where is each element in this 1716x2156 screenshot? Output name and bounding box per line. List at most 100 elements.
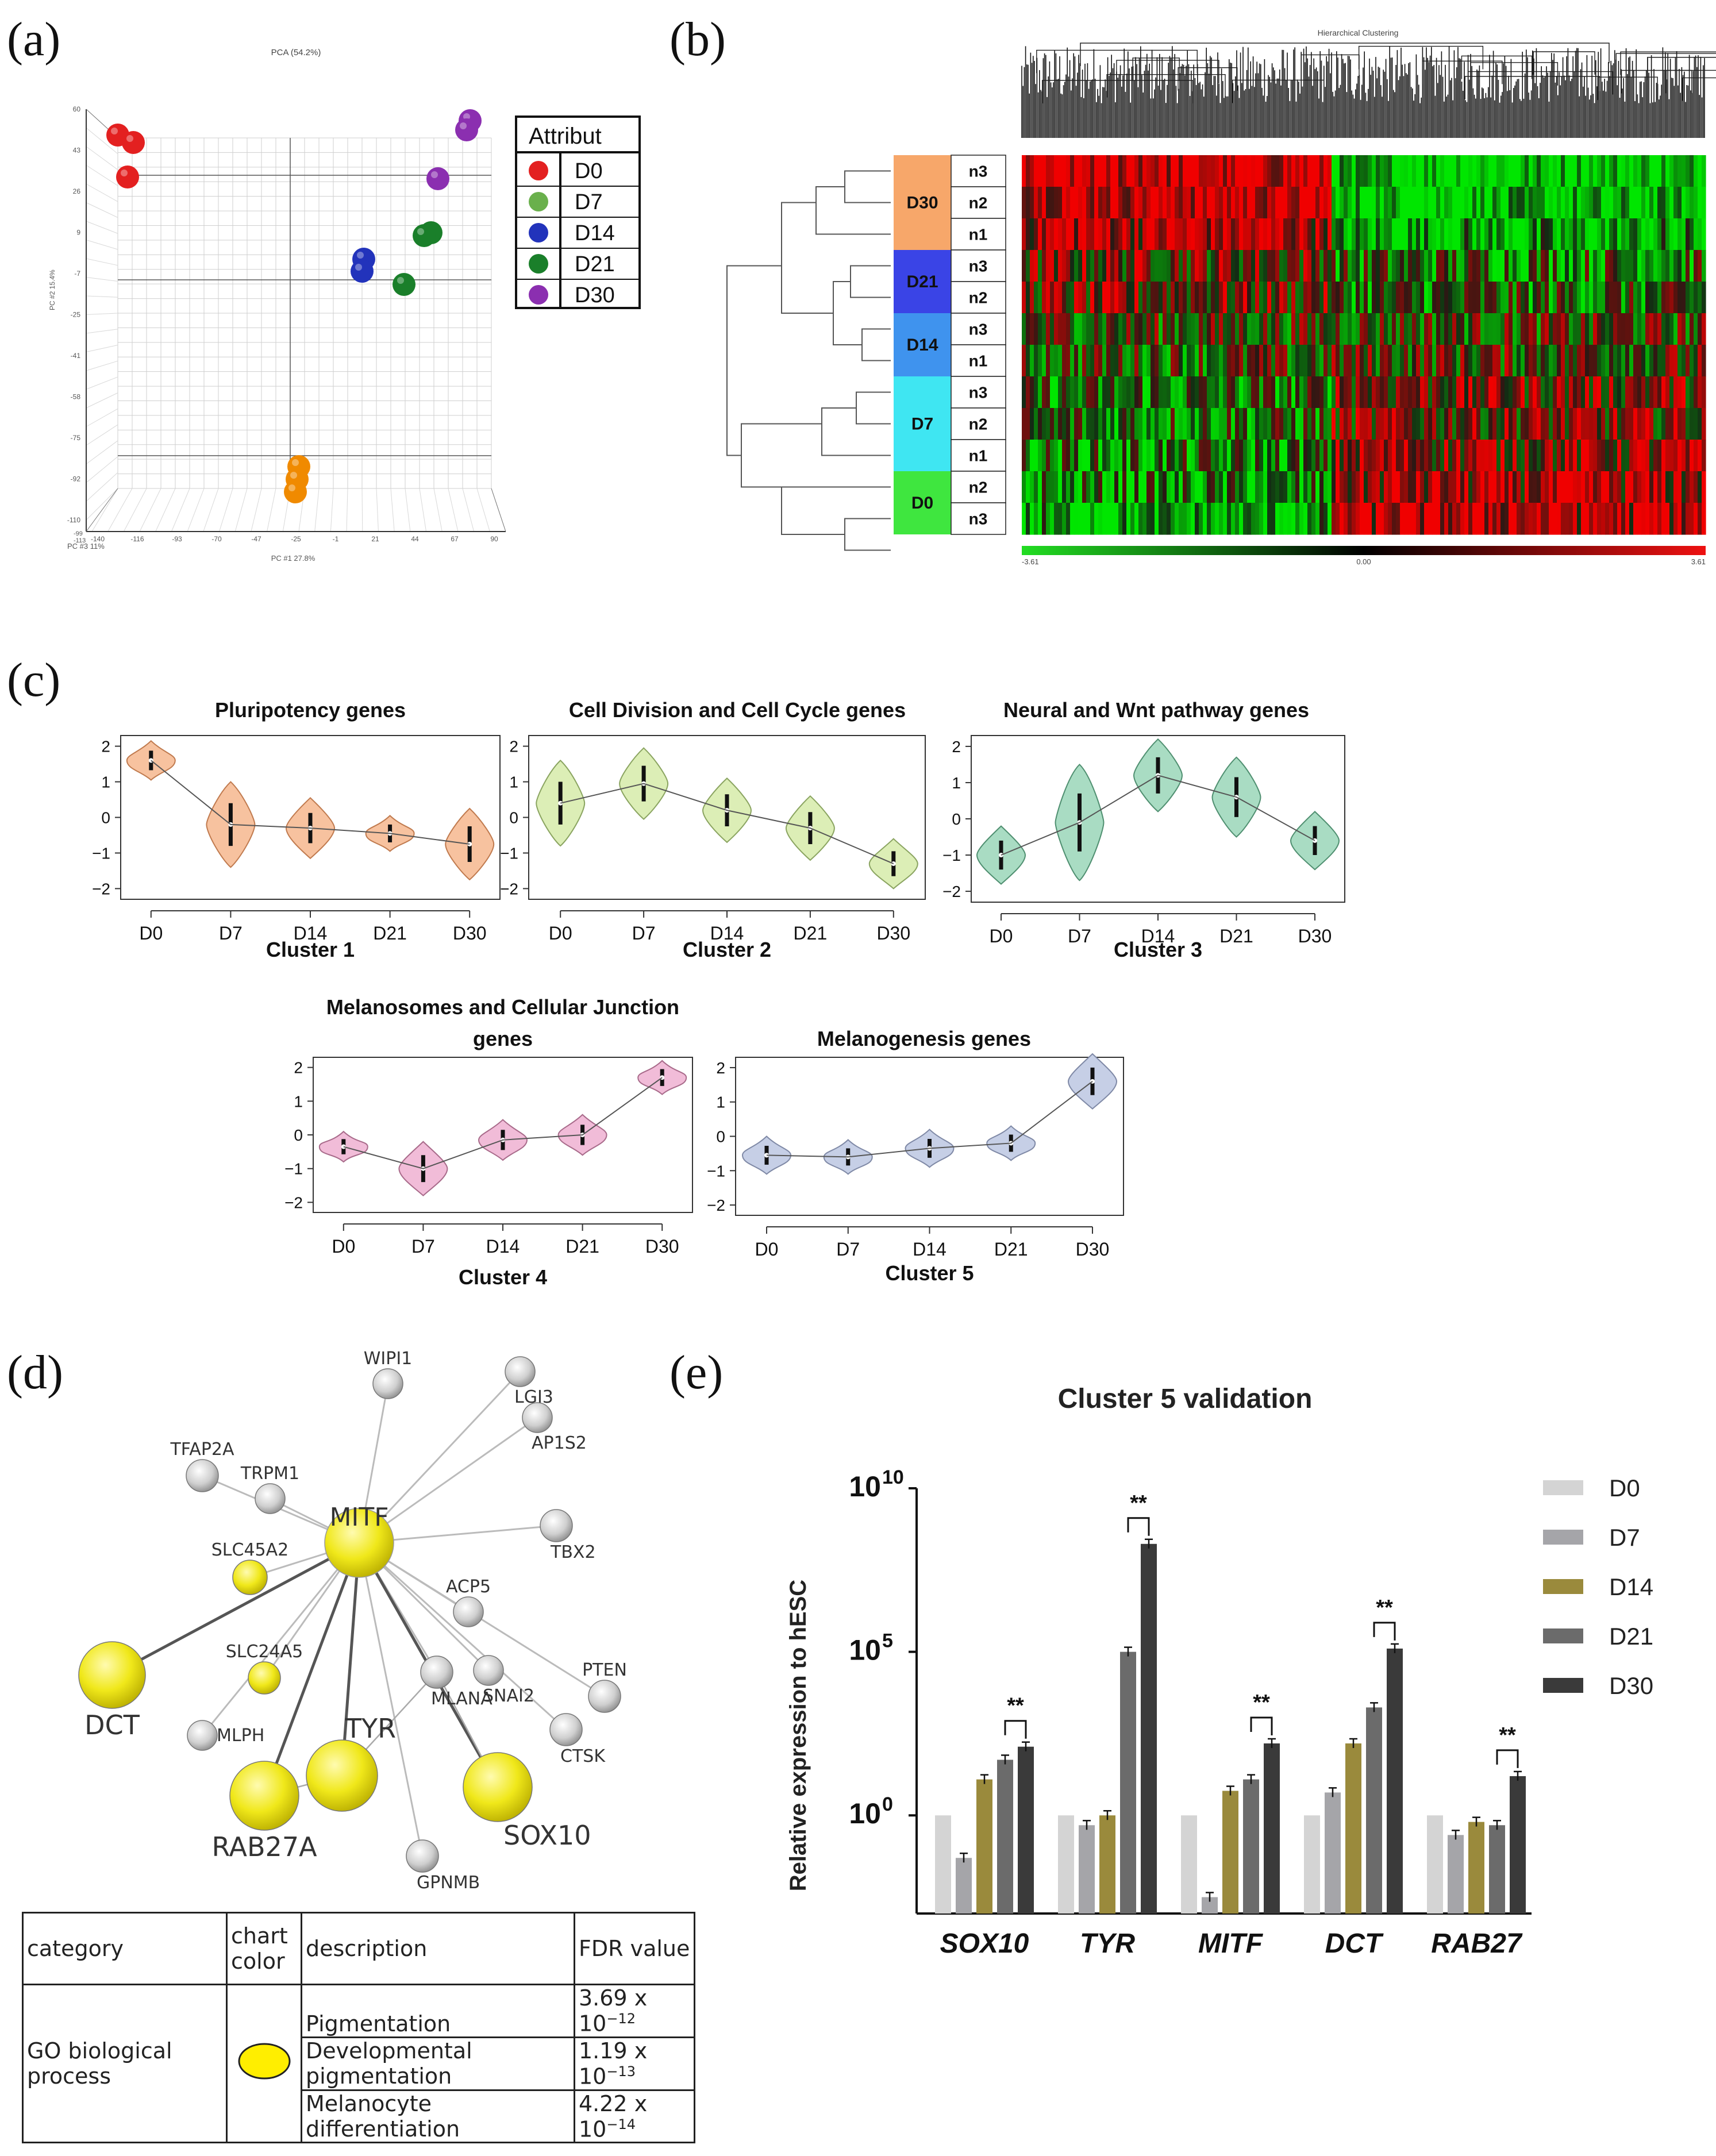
color-scale-bar (1022, 546, 1706, 555)
group-d0: D0 n2 n3 (894, 471, 1006, 535)
pca-z-label: PC #3 11% (67, 542, 105, 550)
node-gpnmb: GPNMB (406, 1839, 480, 1893)
node-acp5: ACP5 (446, 1577, 491, 1627)
y-tick-label: 10 (849, 1470, 881, 1503)
legend-dot-d0 (529, 161, 548, 180)
violin-y-tick: −2 (92, 880, 110, 898)
group-d21: D21 n3 n2 (894, 249, 1006, 314)
violin-y-tick: −1 (707, 1162, 725, 1180)
sample-label: n1 (969, 352, 988, 370)
pca-plot: PCA (54.2%) 60 43 26 9 -7 -25 -41 -58 -75 -92 -110… (48, 48, 641, 563)
legend-label-d0: D0 (1609, 1474, 1640, 1502)
violin-plot-1: Pluripotency genes 2 1 0 −1 −2 D0 D7 D14 D21 D30 Cl… (92, 698, 501, 961)
legend-dot-d7 (529, 192, 548, 211)
node-label: ACP5 (446, 1577, 491, 1597)
svg-text:D30: D30 (906, 194, 938, 213)
bar-dct-d14 (1345, 1743, 1361, 1914)
violin-plot-4: Melanosomes and Cellular Junction genes 2 1… (284, 995, 693, 1289)
top-dendrogram (1021, 40, 1716, 138)
violin-y-tick: 2 (509, 738, 518, 756)
go-enrichment-table: category chart color description FDR val… (22, 1912, 695, 2144)
violin-y-tick: −2 (942, 883, 961, 900)
sample-label: n3 (969, 257, 988, 275)
violin-plot-3: Neural and Wnt pathway genes 2 1 0 −1 −2 D0 D7 D… (942, 698, 1345, 961)
header-chart-color: chart color (226, 1912, 302, 1985)
panel-label-e: (e) (670, 1346, 724, 1399)
go-desc-1: Pigmentation (301, 1984, 575, 2038)
pca-x-tick: -93 (172, 535, 182, 543)
bar-tyr-d0 (1058, 1815, 1074, 1914)
svg-text:MITF: MITF (329, 1503, 388, 1532)
legend-label-d21: D21 (575, 252, 615, 276)
scale-max-label: 3.61 (1691, 557, 1706, 566)
sample-label: n3 (969, 510, 988, 528)
violin-x-tick: D21 (994, 1239, 1028, 1260)
pca-x-tick: 21 (371, 535, 379, 543)
violin-x-tick: D7 (411, 1236, 435, 1257)
x-tick-label: DCT (1325, 1928, 1384, 1959)
node-snai2: SNAI2 (473, 1655, 534, 1706)
violin-x-tick: D0 (755, 1239, 779, 1260)
panel-label-a: (a) (7, 13, 61, 66)
node-label: MLPH (217, 1726, 264, 1746)
violin-title-2: genes (473, 1027, 533, 1050)
pca-x-tick: -116 (130, 535, 144, 543)
pca-point-d0 (116, 165, 139, 188)
x-tick-label: MITF (1198, 1928, 1264, 1959)
pca-point-d30 (455, 118, 478, 141)
violin-y-tick: 1 (952, 774, 961, 792)
violin-x-tick: D7 (1068, 926, 1091, 946)
pca-point-d30 (426, 167, 449, 190)
bar-tyr-d7 (1079, 1825, 1095, 1914)
violin-y-tick: 0 (716, 1128, 725, 1146)
node-hub-mitf: MITF (324, 1503, 394, 1578)
scale-mid-label: 0.00 (1356, 557, 1371, 566)
bar-dct-d21 (1366, 1707, 1382, 1914)
node-mlana: MLANA (420, 1656, 493, 1709)
node-dct: DCT (78, 1641, 146, 1741)
legend-swatch-d7 (1543, 1530, 1583, 1545)
pca-x-tick: -140 (91, 535, 105, 543)
panel-label-b: (b) (670, 13, 726, 66)
violin-x-tick: D14 (913, 1239, 947, 1260)
violin-x-tick: D30 (876, 923, 910, 944)
sample-label: n3 (969, 384, 988, 402)
legend-dot-d14 (529, 223, 548, 242)
legend-label-d0: D0 (575, 159, 603, 183)
legend-dot-d21 (529, 254, 548, 274)
legend-swatch-d30 (1543, 1678, 1583, 1693)
sample-label: n2 (969, 289, 988, 307)
node-label: SNAI2 (483, 1686, 534, 1706)
violin-y-tick: −1 (92, 844, 110, 862)
bar-sox10-d21 (997, 1760, 1013, 1914)
node-mlph: MLPH (187, 1720, 264, 1751)
bar-rab27-d14 (1468, 1822, 1484, 1914)
bar-tyr-d30 (1141, 1543, 1157, 1914)
y-tick-exponent: 0 (882, 1793, 893, 1815)
node-label: SOX10 (503, 1820, 591, 1851)
violin-y-tick: −1 (500, 844, 518, 862)
node-label: GPNMB (417, 1873, 480, 1893)
pca-x-tick: 90 (490, 535, 498, 543)
group-blocks: D30 n3 n2 n1 D21 n3 n2 D14 n3 n1 D7 n3 n2 n1 D0 n2 n3 (894, 155, 1006, 535)
svg-text:D0: D0 (911, 494, 933, 513)
go-category: GO biological process (22, 1983, 228, 2144)
y-tick-exponent: 5 (882, 1630, 893, 1652)
panel-label-d: (d) (7, 1346, 63, 1399)
significance-marker: ** (1253, 1691, 1270, 1715)
sample-label: n2 (969, 479, 988, 496)
node-label: TFAP2A (170, 1439, 234, 1460)
pca-title: PCA (54.2%) (271, 48, 321, 57)
scale-min-label: -3.61 (1022, 557, 1039, 566)
violin-y-tick: 1 (509, 773, 518, 791)
go-desc-2: Developmental pigmentation (301, 2036, 575, 2091)
y-tick-label: 10 (849, 1797, 881, 1830)
cluster-label: Cluster 5 (885, 1261, 974, 1285)
x-tick-label: RAB27 (1431, 1928, 1523, 1959)
cluster-label: Cluster 1 (266, 938, 355, 961)
legend-label-d30: D30 (1609, 1672, 1653, 1699)
node-tyr: TYR (306, 1713, 396, 1812)
node-slc45a2: SLC45A2 (211, 1540, 288, 1595)
bar-tyr-d14 (1099, 1815, 1115, 1914)
sample-label: n2 (969, 194, 988, 212)
